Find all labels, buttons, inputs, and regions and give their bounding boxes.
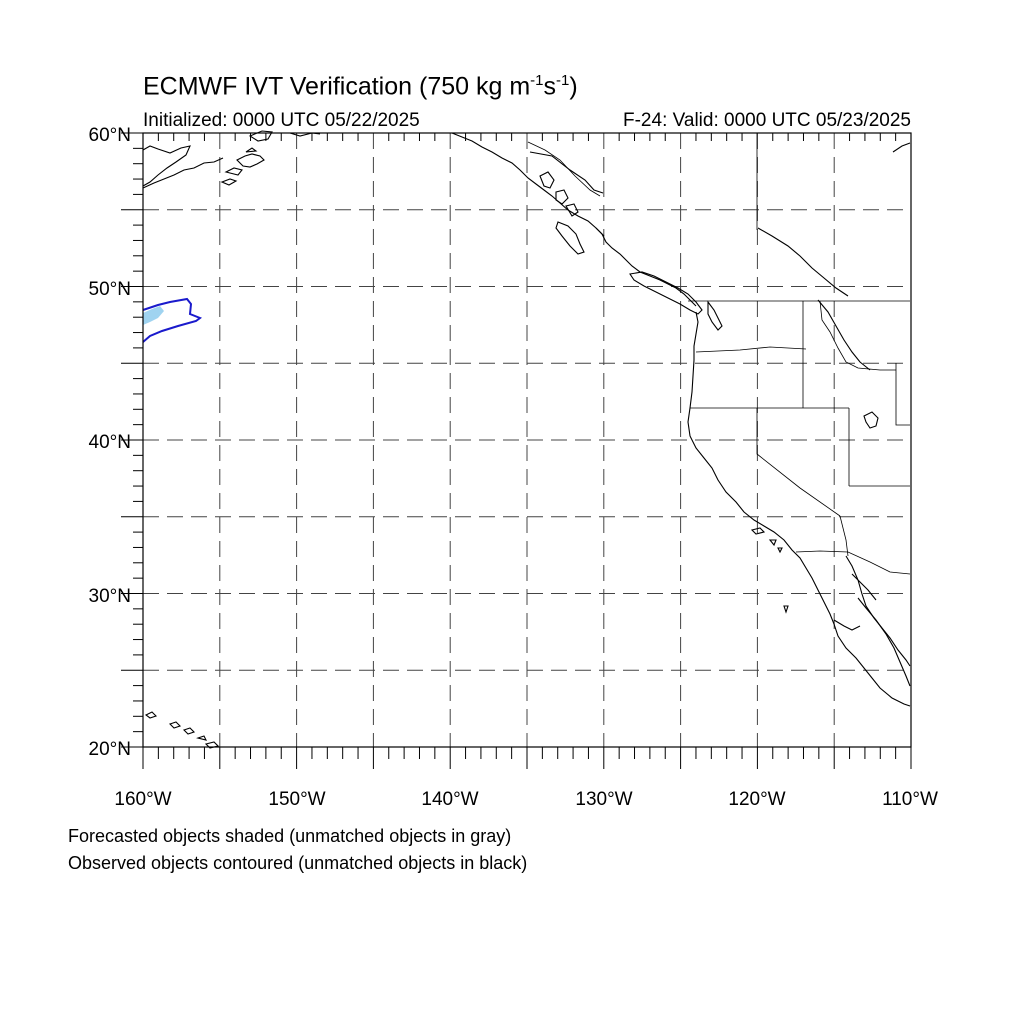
observed-object-contour xyxy=(142,297,203,343)
lon-label-130w: 130°W xyxy=(575,789,632,810)
map-title: ECMWF IVT Verification (750 kg m-1s-1) xyxy=(143,72,578,101)
caption-observed: Observed objects contoured (unmatched ob… xyxy=(68,853,528,873)
caption-forecast: Forecasted objects shaded (unmatched obj… xyxy=(68,826,512,846)
valid-time: F-24: Valid: 0000 UTC 05/23/2025 xyxy=(623,110,911,131)
lon-label-150w: 150°W xyxy=(268,789,325,810)
lon-label-120w: 120°W xyxy=(728,789,785,810)
forecast-object xyxy=(143,306,164,325)
lon-label-140w: 140°W xyxy=(421,789,478,810)
axis-ticks xyxy=(121,132,912,769)
lon-label-110w: 110°W xyxy=(882,789,938,810)
lat-lon-grid xyxy=(143,133,911,747)
lat-label-50n: 50°N xyxy=(89,279,131,300)
lat-label-40n: 40°N xyxy=(89,432,131,453)
political-borders xyxy=(527,133,911,575)
lat-label-30n: 30°N xyxy=(89,586,131,607)
lat-label-20n: 20°N xyxy=(89,739,131,760)
initialized-time: Initialized: 0000 UTC 05/22/2025 xyxy=(143,110,420,131)
lon-label-160w: 160°W xyxy=(114,789,171,810)
coastlines xyxy=(142,130,911,749)
lat-label-60n: 60°N xyxy=(89,125,131,146)
